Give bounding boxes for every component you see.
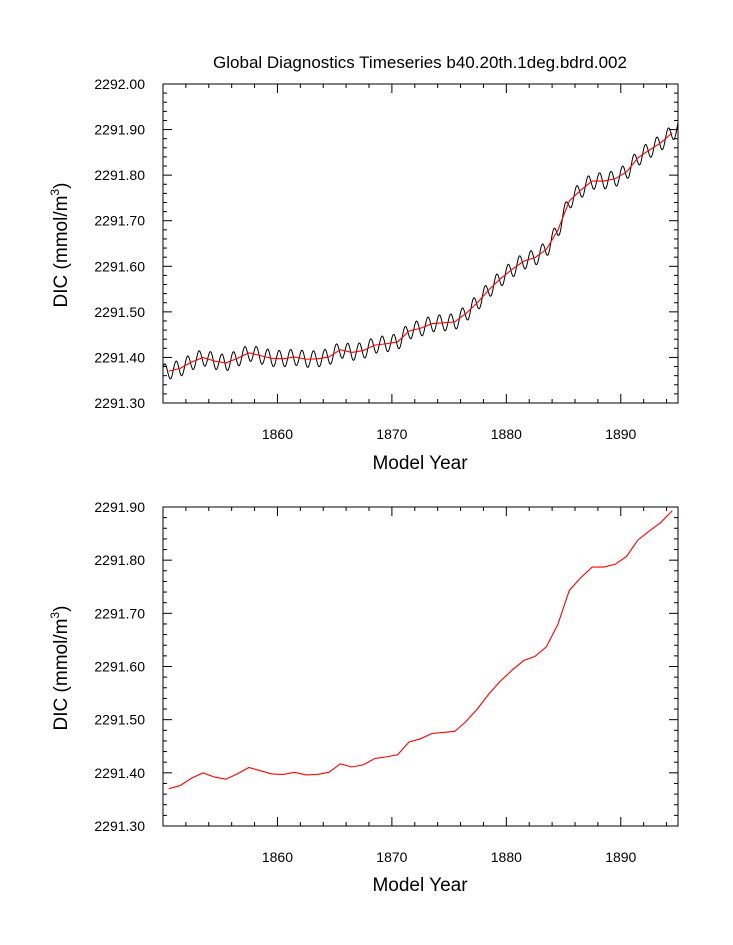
bottom-y-tick-label: 2291.80 [94,552,145,568]
bottom-x-axis-label: Model Year [372,875,468,896]
bottom-y-tick-label: 2291.50 [94,712,145,728]
bottom-plot-area [168,510,673,790]
top-y-tick-label: 2292.00 [94,76,145,92]
figure-title: Global Diagnostics Timeseries b40.20th.1… [213,53,627,72]
bottom-y-tick-label: 2291.30 [94,818,145,834]
top-x-tick-label: 1880 [491,426,522,442]
panel-top: 1860 1870 1880 1890 2291.30 2291.40 2291.50 229… [48,76,679,474]
top-x-axis-label: Model Year [372,453,468,474]
bottom-annual-mean-series-line [168,510,673,790]
top-y-tick-label: 2291.50 [94,304,145,320]
bottom-x-tick-label: 1890 [605,849,636,865]
panel-bottom: 1860 1870 1880 1890 2291.30 2291.40 2291.50 229… [48,499,679,896]
top-y-tick-label: 2291.40 [94,349,145,365]
top-y-tick-label: 2291.90 [94,122,145,138]
bottom-axes: 1860 1870 1880 1890 2291.30 2291.40 2291.50 229… [94,499,679,865]
bottom-y-tick-label: 2291.40 [94,765,145,781]
bottom-x-tick-label: 1880 [491,849,522,865]
top-y-tick-label: 2291.80 [94,167,145,183]
top-annual-mean-series-line [168,132,673,372]
top-axes: 1860 1870 1880 1890 2291.30 2291.40 2291.50 229… [94,76,679,442]
bottom-y-tick-label: 2291.60 [94,659,145,675]
top-y-axis-label: DIC (mmol/m3) [48,183,72,308]
bottom-y-tick-label: 2291.70 [94,605,145,621]
bottom-y-tick-label: 2291.90 [94,499,145,515]
top-x-tick-label: 1860 [262,426,293,442]
top-plot-frame [162,83,679,404]
top-monthly-series-line [163,122,678,380]
bottom-y-axis-label: DIC (mmol/m3) [48,606,72,731]
bottom-x-tick-label: 1860 [262,849,293,865]
top-y-tick-label: 2291.70 [94,213,145,229]
top-plot-area [163,122,678,380]
top-x-tick-label: 1870 [376,426,407,442]
top-y-tick-label: 2291.30 [94,395,145,411]
top-x-tick-label: 1890 [605,426,636,442]
top-y-tick-label: 2291.60 [94,258,145,274]
bottom-x-tick-label: 1870 [376,849,407,865]
